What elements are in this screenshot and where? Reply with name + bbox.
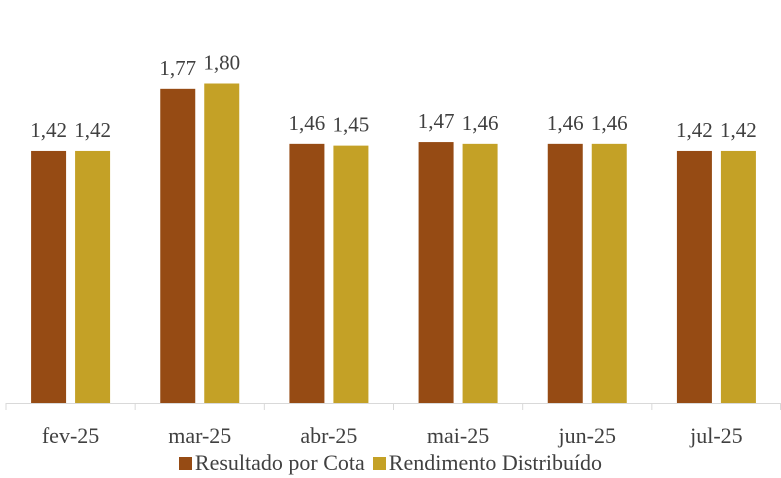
data-label-resultado-abr-25: 1,46 [289, 111, 326, 135]
bar-rendimento-abr-25 [333, 145, 369, 403]
data-label-rendimento-jul-25: 1,42 [720, 118, 757, 142]
bars-layer [31, 83, 756, 403]
data-label-rendimento-jun-25: 1,46 [591, 111, 628, 135]
bar-resultado-jun-25 [547, 143, 583, 403]
bar-rendimento-mai-25 [462, 143, 498, 403]
bar-resultado-fev-25 [31, 150, 67, 403]
data-label-rendimento-fev-25: 1,42 [74, 118, 111, 142]
legend-swatch-resultado [178, 456, 192, 470]
data-label-rendimento-mai-25: 1,46 [462, 111, 499, 135]
bar-rendimento-jun-25 [591, 143, 627, 403]
bar-resultado-jul-25 [676, 150, 712, 403]
x-tick-label-fev-25: fev-25 [42, 423, 99, 448]
legend: Resultado por Cota Rendimento Distribuíd… [0, 450, 781, 476]
bar-rendimento-mar-25 [204, 83, 240, 403]
x-tick-label-mar-25: mar-25 [168, 423, 231, 448]
data-label-rendimento-abr-25: 1,45 [333, 113, 370, 137]
data-label-resultado-jun-25: 1,46 [547, 111, 584, 135]
bar-rendimento-jul-25 [720, 150, 756, 403]
legend-label-rendimento: Rendimento Distribuído [388, 450, 603, 475]
x-tick-label-abr-25: abr-25 [300, 423, 357, 448]
legend-item-rendimento: Rendimento Distribuído [372, 450, 603, 476]
x-tick-label-mai-25: mai-25 [427, 423, 489, 448]
data-label-resultado-jul-25: 1,42 [676, 118, 713, 142]
legend-swatch-rendimento [372, 456, 386, 470]
legend-label-resultado: Resultado por Cota [194, 450, 365, 475]
bar-resultado-abr-25 [289, 143, 325, 403]
bar-resultado-mai-25 [418, 142, 454, 403]
x-axis: fev-25 mar-25 abr-25 mai-25 jun-25 jul-25 [5, 403, 781, 448]
bar-rendimento-fev-25 [75, 150, 111, 403]
data-label-rendimento-mar-25: 1,80 [203, 51, 240, 75]
data-label-resultado-mar-25: 1,77 [159, 56, 196, 80]
data-label-resultado-mai-25: 1,47 [418, 109, 455, 133]
bar-resultado-mar-25 [160, 88, 196, 403]
data-labels-layer: 1,42 1,42 1,77 1,80 1,46 1,45 1,47 1,46 1,46 1,46… [30, 51, 757, 142]
legend-item-resultado: Resultado por Cota [178, 450, 365, 476]
x-tick-label-jun-25: jun-25 [558, 423, 616, 448]
x-tick-label-jul-25: jul-25 [689, 423, 743, 448]
data-label-resultado-fev-25: 1,42 [30, 118, 67, 142]
